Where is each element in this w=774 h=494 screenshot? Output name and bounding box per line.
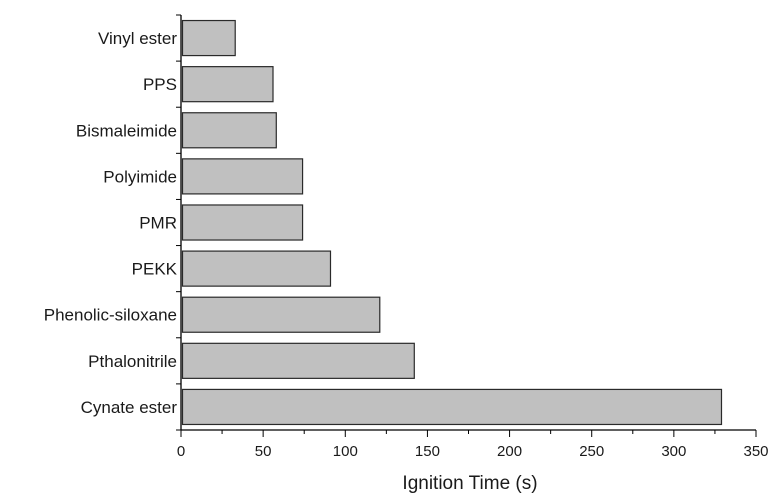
x-tick-label-5: 250 <box>579 443 604 460</box>
x-tick-label-3: 150 <box>415 443 440 460</box>
category-label-3: Polyimide <box>103 167 177 186</box>
bar-4 <box>181 204 304 241</box>
bars-group <box>181 19 723 426</box>
x-tick-label-0: 0 <box>177 443 185 460</box>
category-label-7: Pthalonitrile <box>88 352 177 371</box>
category-label-2: Bismaleimide <box>76 121 177 140</box>
category-label-6: Phenolic-siloxane <box>44 306 177 325</box>
x-tick-label-4: 200 <box>497 443 522 460</box>
bar-7 <box>181 342 415 379</box>
category-label-4: PMR <box>139 214 177 233</box>
category-label-1: PPS <box>143 75 177 94</box>
bar-0 <box>181 19 236 57</box>
bar-6 <box>181 296 381 333</box>
bar-3 <box>181 158 304 195</box>
x-tick-label-1: 50 <box>255 443 272 460</box>
x-tick-label-7: 350 <box>743 443 768 460</box>
category-label-8: Cynate ester <box>81 398 178 417</box>
category-label-0: Vinyl ester <box>98 29 177 48</box>
bar-8 <box>181 388 723 426</box>
bar-1 <box>181 66 274 103</box>
axes-group <box>176 14 757 437</box>
x-axis-title: Ignition Time (s) <box>402 473 537 494</box>
x-tick-label-2: 100 <box>333 443 358 460</box>
category-labels: Vinyl ester PPS Bismaleimide Polyimide PMR PE… <box>44 29 178 417</box>
bar-2 <box>181 112 277 149</box>
x-tick-label-6: 300 <box>661 443 686 460</box>
tick-labels: 0 50 100 150 200 250 300 350 <box>177 443 769 460</box>
bar-5 <box>181 250 332 287</box>
category-label-5: PEKK <box>132 260 178 279</box>
